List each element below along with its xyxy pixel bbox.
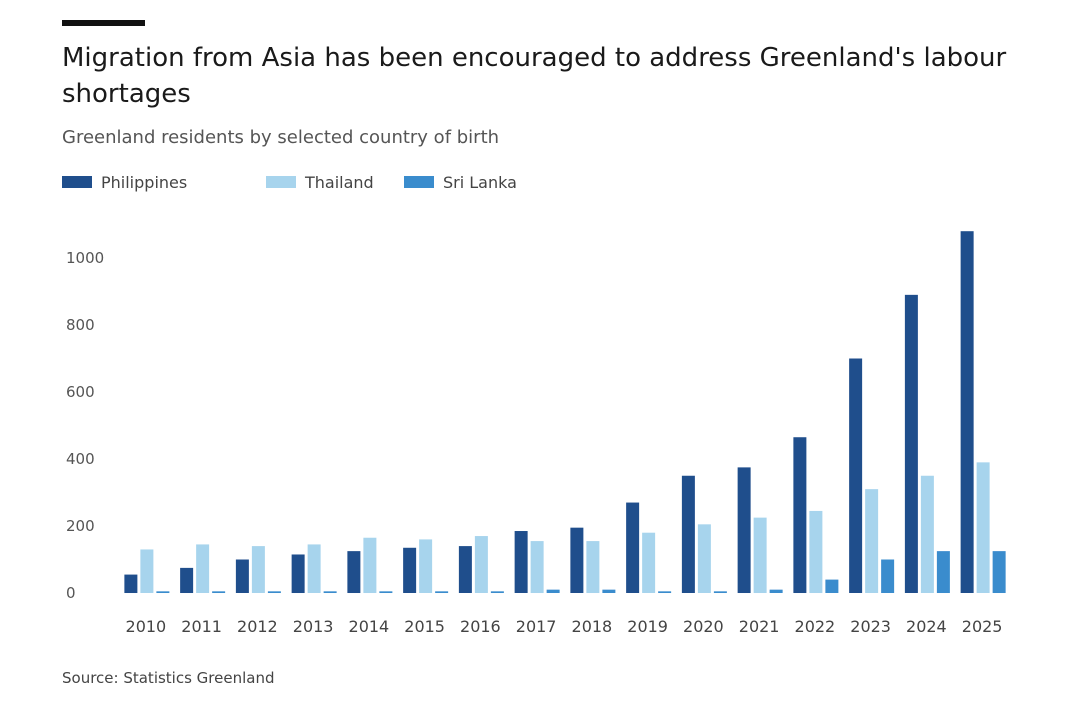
bar-philippines-2020 — [681, 475, 695, 593]
bar-sri-lanka-2020 — [713, 591, 727, 594]
y-tick-label-600: 600 — [66, 383, 95, 401]
y-tick-label-400: 400 — [66, 450, 95, 468]
bar-sri-lanka-2022 — [825, 579, 839, 593]
bar-philippines-2013 — [291, 554, 305, 594]
bar-thailand-2012 — [251, 546, 265, 593]
legend-swatch-philippines — [62, 176, 92, 188]
bar-sri-lanka-2019 — [658, 591, 672, 594]
bar-thailand-2014 — [363, 537, 377, 594]
bar-thailand-2021 — [753, 517, 767, 594]
x-tick-label-2022: 2022 — [795, 617, 836, 636]
bar-sri-lanka-2023 — [881, 559, 895, 593]
bar-sri-lanka-2010 — [156, 591, 170, 594]
x-tick-label-2021: 2021 — [739, 617, 780, 636]
x-tick-label-2012: 2012 — [237, 617, 278, 636]
bar-sri-lanka-2013 — [323, 591, 337, 594]
bar-philippines-2025 — [960, 231, 974, 593]
bar-sri-lanka-2017 — [546, 589, 560, 593]
bar-sri-lanka-2021 — [769, 589, 783, 593]
chart-title: Migration from Asia has been encouraged … — [62, 43, 1007, 109]
bar-sri-lanka-2011 — [212, 591, 226, 594]
bar-sri-lanka-2012 — [267, 591, 281, 594]
bar-thailand-2019 — [642, 532, 656, 593]
bar-philippines-2021 — [737, 467, 751, 594]
chart-subtitle: Greenland residents by selected country … — [62, 127, 500, 148]
bar-thailand-2020 — [697, 524, 711, 593]
bar-philippines-2023 — [849, 358, 863, 593]
x-tick-label-2010: 2010 — [126, 617, 167, 636]
bar-thailand-2011 — [196, 544, 210, 593]
bar-thailand-2016 — [474, 536, 488, 593]
bar-thailand-2025 — [976, 462, 990, 593]
y-tick-label-1000: 1000 — [66, 249, 104, 267]
x-tick-label-2024: 2024 — [906, 617, 947, 636]
y-tick-label-800: 800 — [66, 316, 95, 334]
bar-thailand-2023 — [865, 489, 879, 593]
x-tick-label-2016: 2016 — [460, 617, 501, 636]
bar-philippines-2024 — [904, 294, 918, 593]
legend-label-sri-lanka: Sri Lanka — [443, 172, 517, 192]
bar-sri-lanka-2016 — [490, 591, 504, 594]
bar-sri-lanka-2024 — [936, 551, 950, 594]
bar-thailand-2013 — [307, 544, 321, 593]
legend: Philippines Thailand Sri Lanka — [62, 170, 762, 194]
y-tick-label-200: 200 — [66, 517, 95, 535]
bar-thailand-2024 — [920, 475, 934, 593]
legend-label-philippines: Philippines — [101, 172, 188, 192]
x-tick-label-2023: 2023 — [850, 617, 891, 636]
x-tick-label-2011: 2011 — [181, 617, 222, 636]
x-tick-label-2018: 2018 — [572, 617, 613, 636]
bar-thailand-2017 — [530, 541, 544, 594]
legend-item-thailand: Thailand — [266, 170, 374, 194]
bar-philippines-2012 — [235, 559, 249, 593]
legend-item-philippines: Philippines — [62, 170, 187, 194]
bar-sri-lanka-2025 — [992, 551, 1006, 594]
bar-thailand-2010 — [140, 549, 154, 593]
bar-sri-lanka-2014 — [379, 591, 393, 594]
legend-swatch-thailand — [266, 176, 296, 188]
x-tick-label-2025: 2025 — [962, 617, 1003, 636]
bar-thailand-2018 — [586, 541, 600, 594]
x-tick-label-2020: 2020 — [683, 617, 724, 636]
bar-sri-lanka-2018 — [602, 589, 616, 593]
bar-philippines-2018 — [570, 527, 584, 593]
legend-item-sri-lanka: Sri Lanka — [404, 170, 517, 194]
legend-swatch-sri-lanka — [404, 176, 434, 188]
bar-philippines-2015 — [403, 547, 417, 593]
legend-label-thailand: Thailand — [305, 172, 374, 192]
x-tick-label-2015: 2015 — [404, 617, 445, 636]
x-tick-label-2014: 2014 — [349, 617, 390, 636]
y-tick-label-0: 0 — [66, 584, 76, 602]
x-tick-label-2017: 2017 — [516, 617, 557, 636]
bar-philippines-2011 — [180, 567, 194, 594]
bar-philippines-2019 — [626, 502, 640, 593]
bar-philippines-2022 — [793, 437, 807, 594]
bar-philippines-2014 — [347, 551, 361, 594]
x-tick-label-2019: 2019 — [627, 617, 668, 636]
bar-philippines-2017 — [514, 531, 528, 593]
bar-sri-lanka-2015 — [435, 591, 449, 594]
top-rule — [62, 20, 145, 26]
bar-philippines-2010 — [124, 574, 138, 594]
x-tick-label-2013: 2013 — [293, 617, 334, 636]
bar-philippines-2016 — [458, 546, 472, 593]
source-note: Source: Statistics Greenland — [62, 669, 275, 687]
bar-thailand-2022 — [809, 510, 823, 594]
bar-thailand-2015 — [419, 539, 433, 593]
